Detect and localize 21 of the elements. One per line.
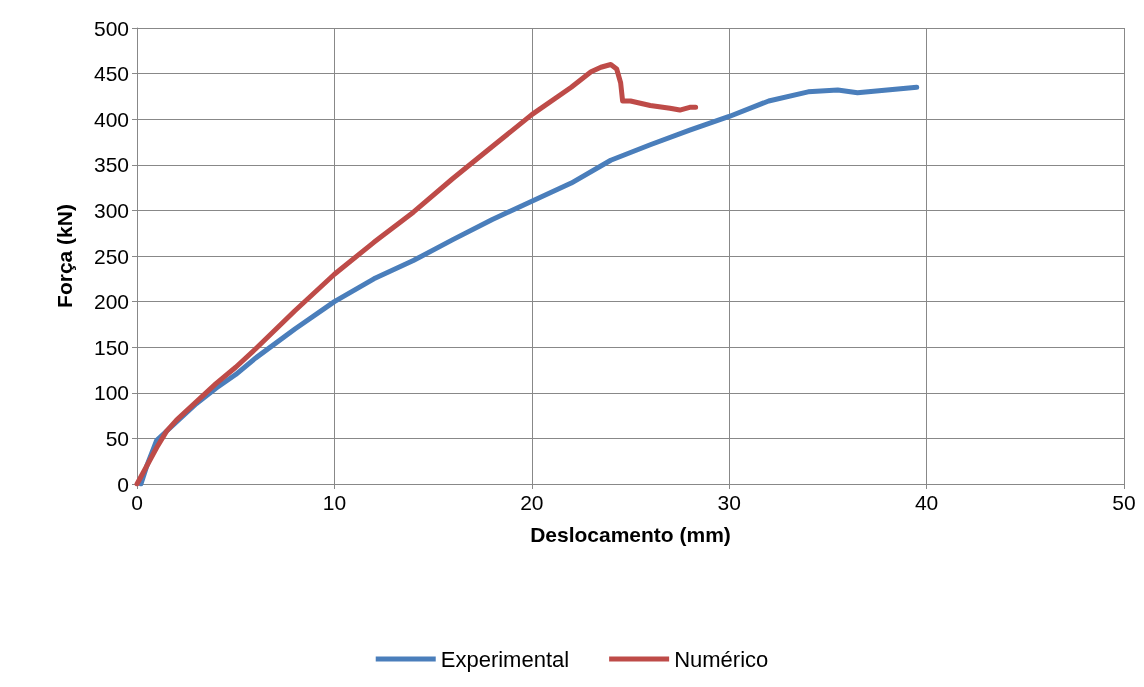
- x-tick-label: 30: [717, 491, 741, 514]
- x-tick-label: 50: [1112, 491, 1136, 514]
- y-tick-label: 50: [105, 426, 129, 450]
- y-axis-title: Força (kN): [53, 204, 76, 308]
- y-tick-label: 500: [93, 16, 129, 40]
- x-tick-label: 10: [322, 491, 347, 514]
- y-tick-label: 0: [117, 472, 129, 496]
- y-tick-label: 100: [93, 381, 129, 405]
- y-tick-label: 450: [93, 62, 129, 86]
- legend-label: Numérico: [674, 646, 769, 672]
- x-tick-label: 20: [520, 491, 544, 514]
- y-tick-label: 150: [93, 335, 129, 359]
- x-axis-title: Deslocamento (mm): [530, 523, 731, 546]
- legend-label: Experimental: [440, 646, 570, 672]
- y-tick-label: 350: [93, 153, 129, 177]
- y-tick-label: 300: [93, 198, 129, 222]
- x-tick-label: 40: [914, 491, 939, 514]
- y-tick-label: 250: [93, 244, 129, 268]
- y-tick-label: 400: [93, 107, 129, 131]
- y-tick-label: 200: [93, 290, 129, 314]
- x-tick-label: 0: [131, 491, 143, 514]
